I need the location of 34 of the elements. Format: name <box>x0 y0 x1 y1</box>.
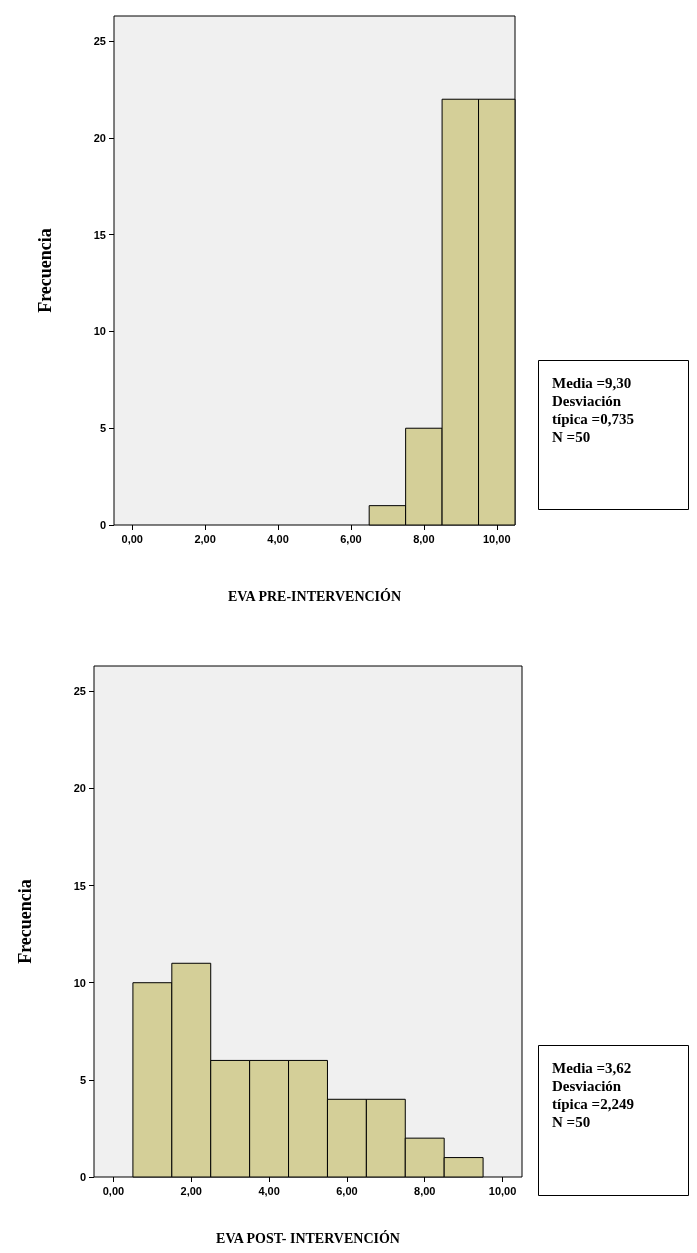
text: Desviación típica =2,249 <box>552 1078 634 1112</box>
y-tick-label: 5 <box>99 422 106 435</box>
text: N =50 <box>552 1114 591 1130</box>
y-tick-label: 25 <box>93 35 106 48</box>
text: Desviación típica =0,735 <box>552 393 634 427</box>
y-tick-label: 20 <box>93 131 106 144</box>
x-tick-label: 2,00 <box>194 532 216 545</box>
x-tick-label: 8,00 <box>413 532 435 545</box>
x-tick-label: 2,00 <box>180 1184 202 1197</box>
x-tick-label: 6,00 <box>340 532 362 545</box>
text: Media =9,30 <box>552 375 632 391</box>
y-tick-label: 0 <box>79 1171 86 1183</box>
text: Media =3,62 <box>552 1060 632 1076</box>
y-tick-label: 10 <box>93 325 106 338</box>
y-tick-label: 25 <box>73 685 86 698</box>
x-tick-label: 4,00 <box>267 532 289 545</box>
x-tick-label: 10,00 <box>488 1184 517 1197</box>
y-tick-label: 15 <box>73 879 86 892</box>
x-tick-label: 4,00 <box>258 1184 280 1197</box>
x-tick-label: 10,00 <box>483 532 511 545</box>
x-tick-label: 0,00 <box>121 532 143 545</box>
x-tick-label: 8,00 <box>414 1184 436 1197</box>
y-axis-title: Frecuencia <box>15 879 35 964</box>
x-axis-title: EVA POST- INTERVENCIÓN <box>216 1229 400 1246</box>
x-axis-title: EVA PRE-INTERVENCIÓN <box>227 587 402 604</box>
y-tick-label: 10 <box>73 976 86 989</box>
y-tick-label: 5 <box>79 1073 86 1086</box>
text: N =50 <box>552 429 591 445</box>
y-tick-label: 15 <box>93 228 106 241</box>
y-axis-title: Frecuencia <box>35 228 55 313</box>
y-tick-label: 0 <box>99 519 106 531</box>
x-tick-label: 0,00 <box>102 1184 125 1197</box>
y-tick-label: 20 <box>73 782 86 795</box>
x-tick-label: 6,00 <box>336 1184 358 1197</box>
